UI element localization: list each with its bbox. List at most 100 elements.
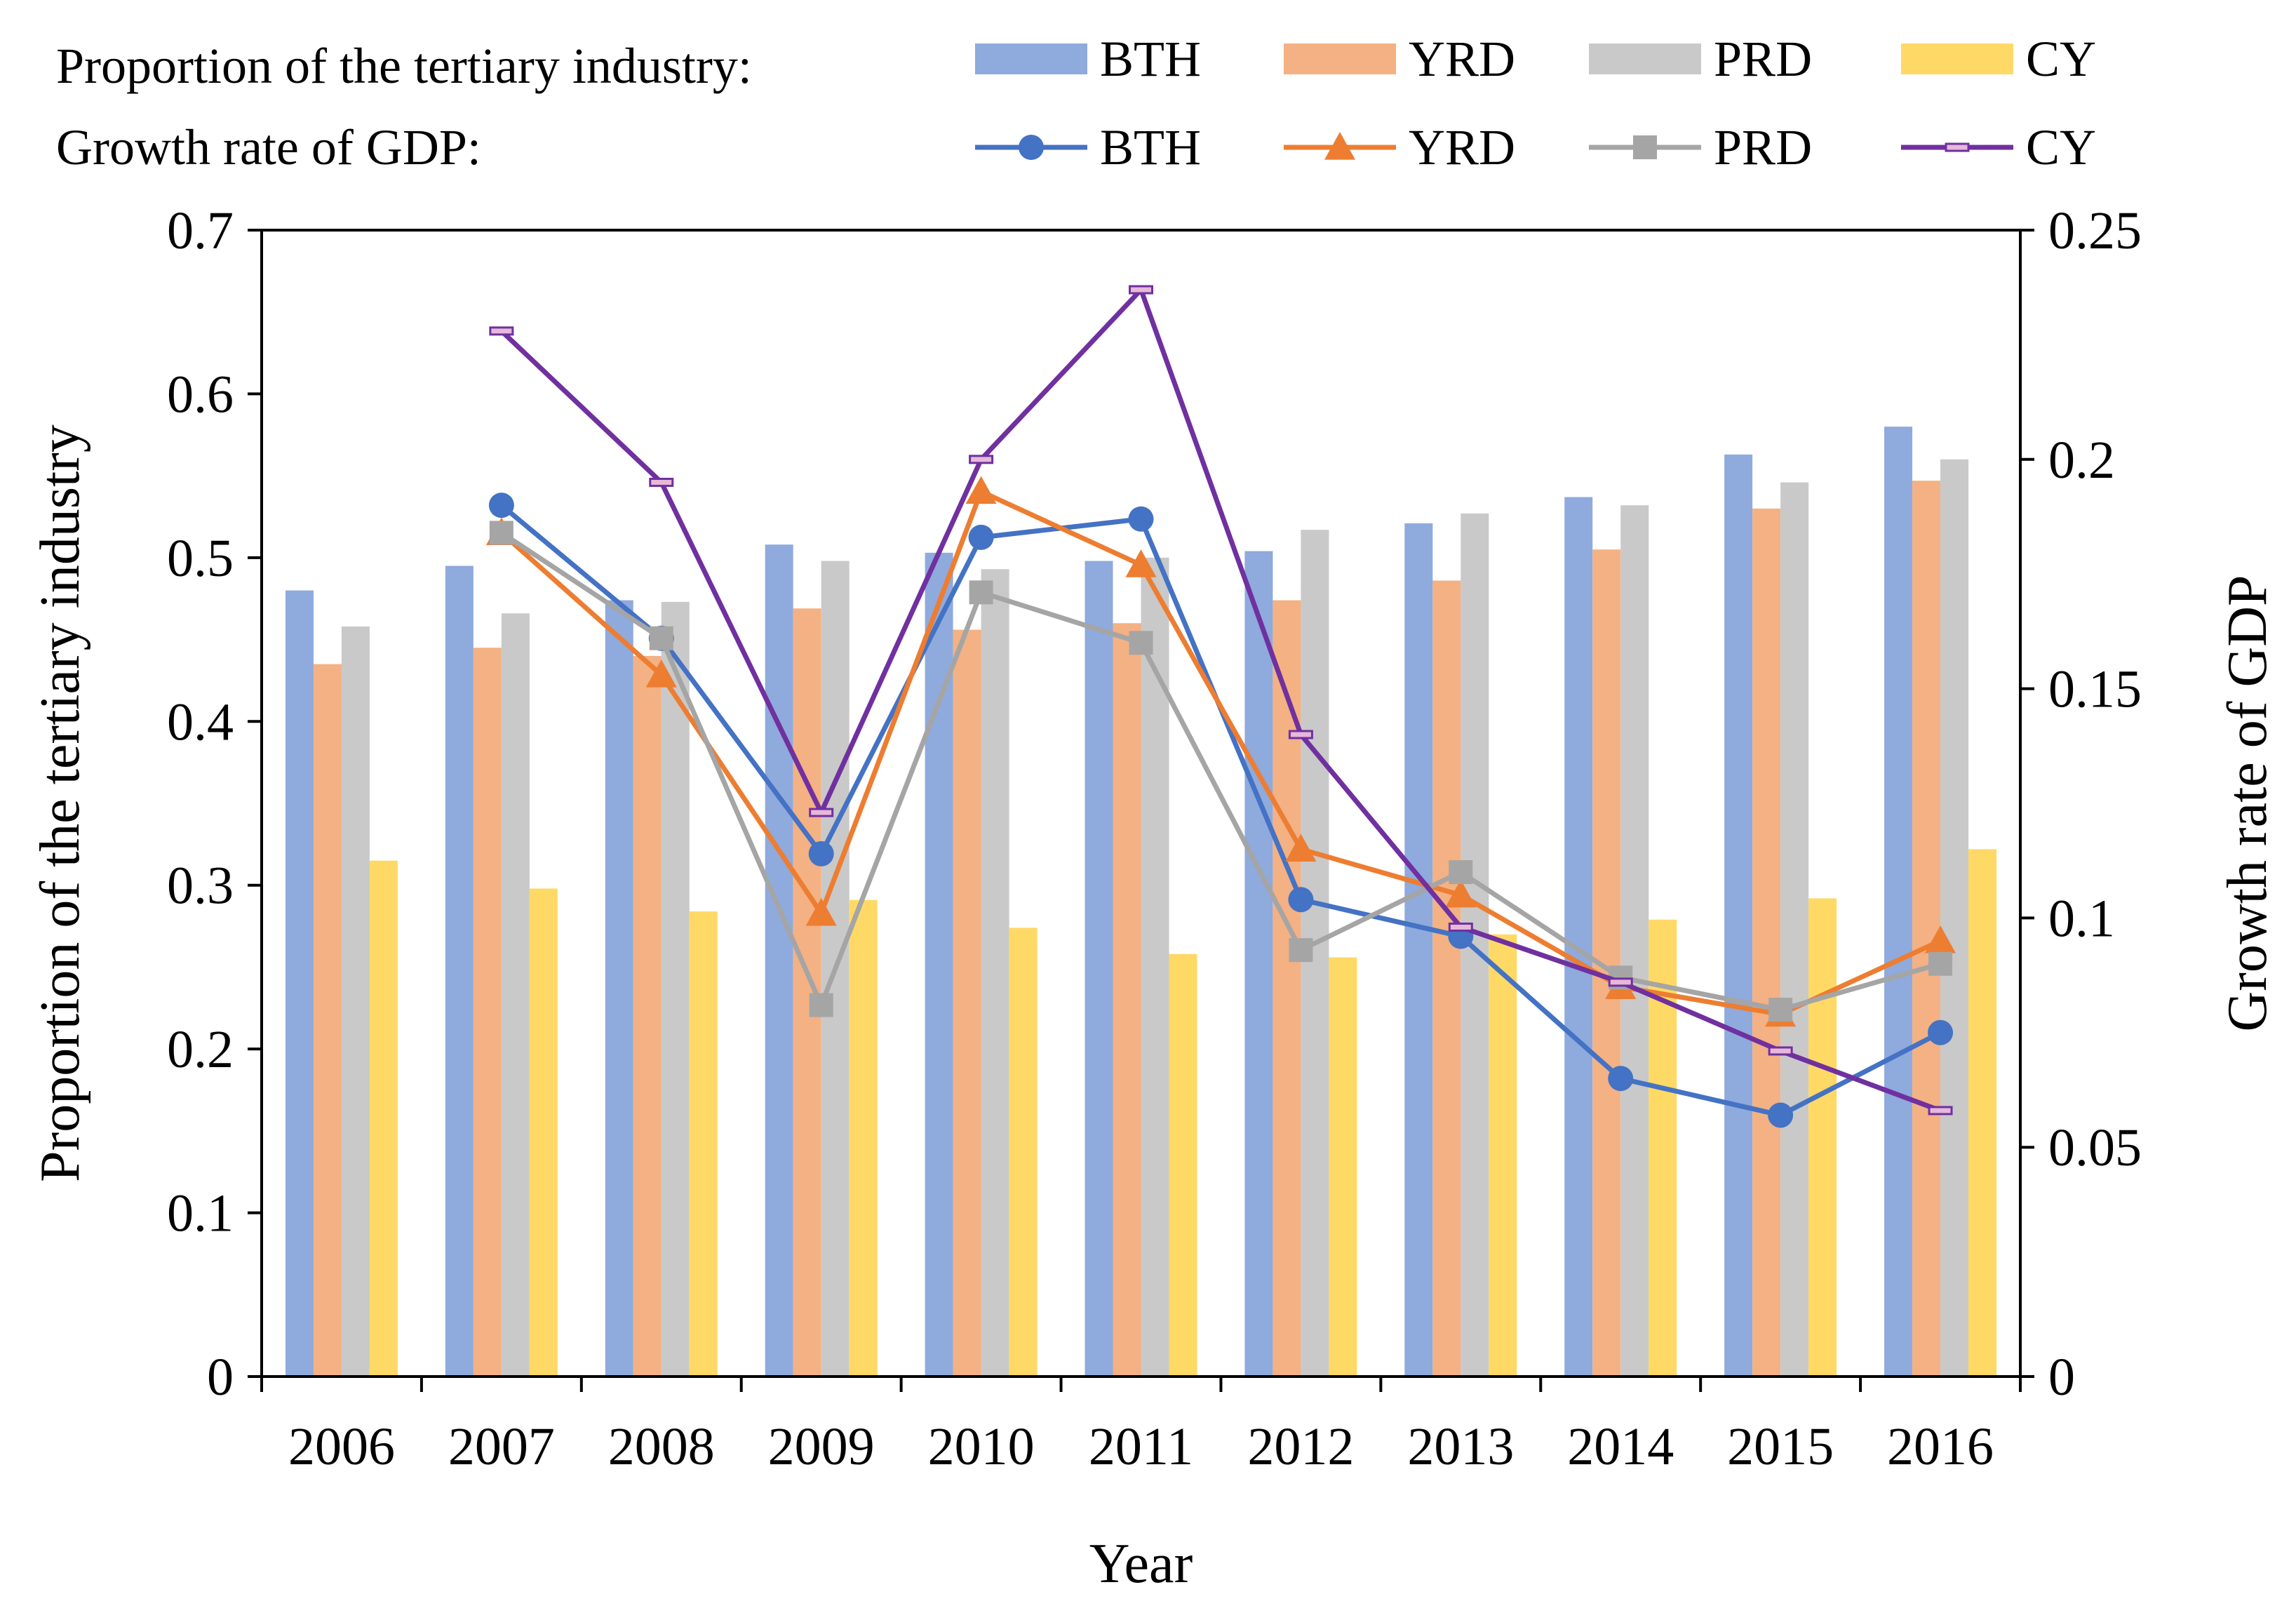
line-prd (499, 530, 1942, 1012)
point-bth-2010 (968, 524, 994, 550)
point-bth-2015 (1768, 1102, 1794, 1128)
x-tick-label-2007: 2007 (448, 1417, 555, 1476)
bar-cy-2006 (369, 860, 398, 1377)
bar-bth-2015 (1724, 454, 1753, 1377)
legend-label-line-bth: BTH (1100, 119, 1201, 175)
bar-yrd-2006 (313, 664, 342, 1377)
bar-yrd-2016 (1912, 481, 1941, 1377)
bar-bth-2010 (925, 552, 953, 1377)
point-prd-2010 (969, 580, 993, 605)
bar-yrd-2010 (953, 629, 981, 1377)
legend-label-line-cy: CY (2026, 119, 2096, 175)
point-bth-2014 (1608, 1066, 1634, 1092)
left-tick-label: 0 (207, 1348, 234, 1407)
point-prd-2015 (1768, 998, 1793, 1022)
point-yrd-2008 (645, 659, 677, 688)
point-prd-2007 (489, 521, 513, 545)
right-tick-label: 0.2 (2048, 431, 2115, 490)
bar-cy-2015 (1808, 898, 1837, 1377)
line-series-cy (489, 285, 1953, 1116)
bar-cy-2009 (849, 899, 878, 1377)
right-axis-ticks: 0 0.05 0.1 0.15 0.2 0.25 (2020, 201, 2142, 1407)
legend-marker-prd (1633, 135, 1657, 159)
legend-marker-bth (1019, 135, 1044, 160)
x-tick-label-2015: 2015 (1727, 1417, 1834, 1476)
point-prd-2016 (1928, 951, 1953, 976)
bar-bth-2011 (1085, 561, 1113, 1377)
point-bth-2011 (1128, 506, 1154, 532)
bar-yrd-2015 (1752, 508, 1781, 1377)
point-yrd-2012 (1285, 834, 1317, 862)
plot-frame (260, 229, 2022, 1378)
bar-bth-2012 (1244, 551, 1273, 1377)
bar-bth-2007 (445, 565, 474, 1377)
right-tick-label: 0.1 (2048, 889, 2115, 948)
bars-layer (285, 427, 1997, 1377)
left-tick-label: 0.4 (167, 692, 234, 751)
point-yrd-2016 (1925, 925, 1956, 953)
point-prd-2009 (809, 993, 833, 1017)
x-tick-label-2009: 2009 (768, 1417, 875, 1476)
plot-area-border (260, 229, 2022, 1378)
x-tick-label-2013: 2013 (1407, 1417, 1514, 1476)
legend: Proportion of the tertiary industry: Gro… (56, 31, 2096, 175)
legend-label-line-prd: PRD (1714, 119, 1812, 175)
right-tick-label: 0 (2048, 1348, 2075, 1407)
legend-swatch-bar-cy (1901, 43, 2013, 74)
legend-bar-heading: Proportion of the tertiary industry: (56, 38, 752, 94)
line-yrd (499, 489, 1942, 1017)
point-cy-2014 (1608, 977, 1633, 987)
bar-cy-2007 (529, 888, 558, 1377)
x-tick-label-2008: 2008 (608, 1417, 715, 1476)
bar-bth-2013 (1404, 523, 1433, 1377)
line-series-prd (489, 521, 1953, 1022)
point-bth-2007 (488, 493, 514, 518)
point-bth-2009 (808, 841, 834, 866)
bar-prd-2010 (981, 569, 1009, 1377)
point-cy-2009 (809, 808, 834, 817)
bar-prd-2007 (501, 613, 530, 1377)
point-cy-2015 (1768, 1046, 1793, 1056)
legend-item-line-bth: BTH (975, 119, 1201, 175)
point-yrd-2011 (1125, 549, 1157, 577)
point-prd-2008 (649, 626, 673, 650)
bar-bth-2008 (605, 600, 633, 1377)
left-tick-label: 0.5 (167, 529, 234, 588)
lines-layer (485, 285, 1956, 1128)
bar-yrd-2008 (633, 655, 662, 1377)
bar-yrd-2012 (1273, 600, 1301, 1377)
left-tick-label: 0.6 (167, 365, 234, 424)
legend-item-line-yrd: YRD (1284, 119, 1515, 175)
x-axis-ticks: 2006 2007 2008 2009 2010 2011 2012 2013 2014 2015… (260, 1377, 2022, 1476)
legend-marker-yrd (1324, 132, 1355, 160)
bar-yrd-2011 (1113, 623, 1141, 1377)
x-tick-label-2016: 2016 (1887, 1417, 1994, 1476)
bar-prd-2011 (1141, 557, 1169, 1377)
bar-prd-2006 (341, 626, 370, 1377)
bar-bth-2006 (285, 590, 314, 1377)
bar-prd-2008 (661, 601, 690, 1377)
point-cy-2013 (1448, 922, 1473, 932)
right-tick-label: 0.25 (2048, 201, 2142, 260)
bar-cy-2012 (1329, 957, 1357, 1377)
left-axis-ticks: 0 0.1 0.2 0.3 0.4 0.5 0.6 0.7 (167, 201, 262, 1407)
point-cy-2008 (649, 477, 674, 487)
point-yrd-2010 (965, 476, 997, 504)
line-cy (499, 287, 1942, 1113)
point-cy-2011 (1129, 285, 1153, 295)
bar-yrd-2013 (1432, 580, 1461, 1377)
point-cy-2007 (489, 326, 514, 336)
x-tick-label-2012: 2012 (1247, 1417, 1354, 1476)
point-cy-2012 (1288, 730, 1313, 739)
bar-yrd-2007 (473, 648, 502, 1377)
legend-label-bar-prd: PRD (1714, 31, 1812, 87)
legend-item-line-prd: PRD (1589, 119, 1812, 175)
x-tick-label-2010: 2010 (928, 1417, 1035, 1476)
legend-label-bar-yrd: YRD (1409, 31, 1515, 87)
bar-cy-2013 (1489, 934, 1517, 1377)
point-yrd-2009 (805, 897, 837, 926)
bar-cy-2008 (689, 911, 718, 1377)
right-tick-label: 0.05 (2048, 1118, 2142, 1177)
point-prd-2013 (1449, 860, 1473, 885)
